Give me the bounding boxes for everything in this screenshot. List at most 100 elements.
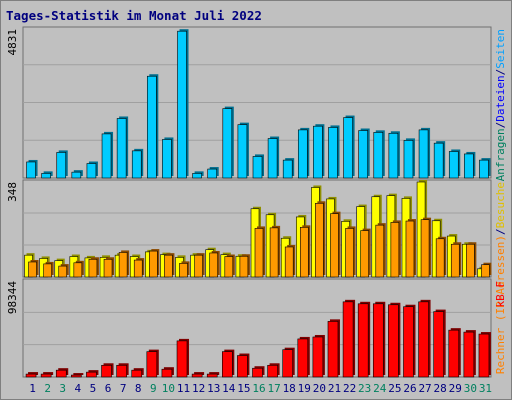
legend-entry: Seiten [494,29,507,69]
x-tick-label-day-11: 11 [177,382,190,395]
y-max-label: 348 [6,182,19,202]
bar-rechner-ip-adressen--day-22 [345,228,354,278]
bar-rechner-ip-adressen--day-20 [315,202,324,278]
bar-rechner-ip-adressen--day-25 [390,222,400,278]
bar-seiten-day-23 [358,130,368,179]
bar-seiten-day-13 [207,168,218,179]
bar-seiten-day-4 [71,171,82,179]
x-tick-label-day-24: 24 [373,382,387,395]
bar-kb-f-day-14 [222,351,233,378]
legend-entry: kB F [494,281,507,308]
legend-entry: Besuche [494,182,507,228]
bar-seiten-day-28 [433,142,444,179]
x-tick-label-day-3: 3 [59,382,66,395]
bar-kb-f-day-17 [267,364,278,378]
bar-rechner-ip-adressen--day-23 [360,230,369,278]
bar-rechner-ip-adressen--day-18 [284,246,294,278]
bar-kb-f-day-29 [448,329,460,378]
bar-rechner-ip-adressen--day-11 [179,263,188,278]
chart-panel-3: 98344 kB F [6,278,507,378]
bar-kb-f-day-22 [342,301,354,378]
bar-seiten-day-10 [162,139,172,179]
bar-seiten-day-15 [237,124,248,179]
bar-kb-f-day-23 [357,303,369,378]
bar-kb-f-day-6 [101,364,112,378]
x-tick-label-day-5: 5 [90,382,97,395]
bar-kb-f-day-13 [206,373,218,378]
legend-1: Anfragen/Dateien/Seiten [494,29,507,181]
x-tick-label-day-2: 2 [44,382,51,395]
bar-rechner-ip-adressen--day-8 [133,259,143,278]
bar-kb-f-day-7 [116,364,127,378]
chart-panel-2: 348 Rechner (IP-Adressen)/Besuche [6,179,507,374]
x-tick-label-day-18: 18 [283,382,296,395]
bar-rechner-ip-adressen--day-5 [88,258,98,278]
x-tick-label-day-22: 22 [343,382,356,395]
x-tick-label-day-17: 17 [267,382,280,395]
bar-seiten-day-26 [403,140,414,179]
bar-rechner-ip-adressen--day-29 [450,243,460,278]
bar-kb-f-day-11 [176,340,188,378]
bar-shadow [194,372,205,375]
x-tick-label-day-27: 27 [418,382,431,395]
bar-kb-f-day-30 [463,331,475,378]
x-tick-label-day-26: 26 [403,382,416,395]
bar-seiten-day-3 [56,152,67,179]
x-tick-label-day-10: 10 [162,382,175,395]
bar-shadow [28,372,39,375]
bar-rechner-ip-adressen--day-14 [224,256,234,278]
bar-kb-f-day-15 [237,355,248,378]
bar-kb-f-day-26 [403,306,414,378]
bar-kb-f-day-19 [297,338,309,378]
x-tick-label-day-8: 8 [135,382,142,395]
x-tick-label-day-12: 12 [192,382,205,395]
legend-3: kB F [494,281,507,308]
bar-kb-f-day-4 [71,374,82,378]
y-max-label: 4831 [6,29,19,56]
legend-entry: Anfragen [494,128,507,181]
bar-rechner-ip-adressen--day-21 [330,213,339,278]
x-tick-label-day-13: 13 [207,382,220,395]
legend-entry: Rechner (IP-Adressen) [494,235,507,374]
bar-seiten-day-6 [101,133,112,179]
bar-rechner-ip-adressen--day-24 [375,224,385,278]
bar-rechner-ip-adressen--day-28 [435,238,445,278]
bar-kb-f-day-20 [312,336,324,378]
bar-rechner-ip-adressen--day-15 [239,255,249,278]
bar-seiten-day-31 [479,159,489,179]
x-tick-label-day-4: 4 [75,382,82,395]
bar-rechner-ip-adressen--day-2 [43,263,52,278]
bar-rechner-ip-adressen--day-27 [420,219,430,278]
bar-seiten-day-14 [222,108,233,179]
bar-kb-f-day-12 [191,373,203,378]
bar-seiten-day-17 [267,138,278,179]
bar-kb-f-day-1 [25,373,37,378]
bar-rechner-ip-adressen--day-31 [481,264,490,278]
x-tick-label-day-16: 16 [252,382,265,395]
bar-kb-f-day-10 [161,368,173,378]
bar-shadow [73,373,84,375]
bar-kb-f-day-28 [433,311,444,378]
x-tick-label-day-7: 7 [120,382,127,395]
bar-seiten-day-18 [282,159,293,179]
bar-seiten-day-29 [448,151,459,179]
x-tick-label-day-30: 30 [464,382,477,395]
x-tick-label-day-28: 28 [434,382,447,395]
x-tick-label-day-25: 25 [388,382,401,395]
x-tick-label-day-14: 14 [222,382,236,395]
bar-kb-f-day-2 [40,373,52,378]
bar-rechner-ip-adressen--day-1 [28,261,37,278]
bar-seiten-day-21 [328,127,338,179]
bar-rechner-ip-adressen--day-17 [269,227,279,278]
bar-kb-f-day-3 [55,369,67,378]
bar-shadow [209,372,220,375]
bar-rechner-ip-adressen--day-3 [58,265,68,278]
bar-kb-f-day-18 [282,349,293,378]
legend-entry: Dateien [494,75,507,121]
y-max-label: 98344 [6,281,19,314]
bar-seiten-day-12 [192,173,202,179]
bar-seiten-day-1 [26,161,36,179]
x-tick-label-day-21: 21 [328,382,341,395]
bar-rechner-ip-adressen--day-12 [194,254,203,278]
